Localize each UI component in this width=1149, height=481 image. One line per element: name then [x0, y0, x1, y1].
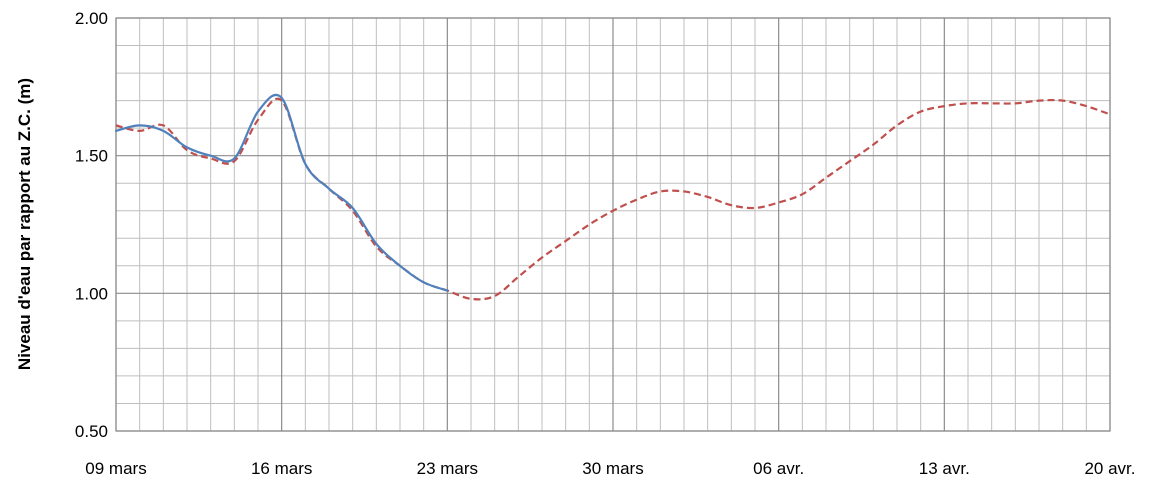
y-tick-label: 1.50: [75, 147, 108, 166]
series-1-line: [114, 93, 449, 292]
major-gridlines: [115, 17, 1111, 432]
x-tick-label: 20 avr.: [1084, 459, 1135, 478]
y-axis-label: Niveau d'eau par rapport au Z.C. (m): [15, 78, 34, 370]
y-tick-label: 2.00: [75, 9, 108, 28]
series-layer: [114, 93, 1111, 301]
x-tick-label: 09 mars: [85, 459, 146, 478]
x-tick-label: 16 mars: [251, 459, 312, 478]
x-tick-label: 23 mars: [417, 459, 478, 478]
x-tick-label: 13 avr.: [919, 459, 970, 478]
x-tick-label: 30 mars: [582, 459, 643, 478]
x-axis-ticks: 09 mars 16 mars 23 mars 30 mars 06 avr. 13 av…: [85, 459, 1135, 478]
plot-border: [115, 17, 1111, 432]
series-2-line: [115, 97, 1111, 301]
y-tick-label: 1.00: [75, 284, 108, 303]
y-tick-label: 0.50: [75, 422, 108, 441]
x-tick-label: 06 avr.: [753, 459, 804, 478]
y-axis-ticks: 0.50 1.00 1.50 2.00: [75, 9, 108, 441]
